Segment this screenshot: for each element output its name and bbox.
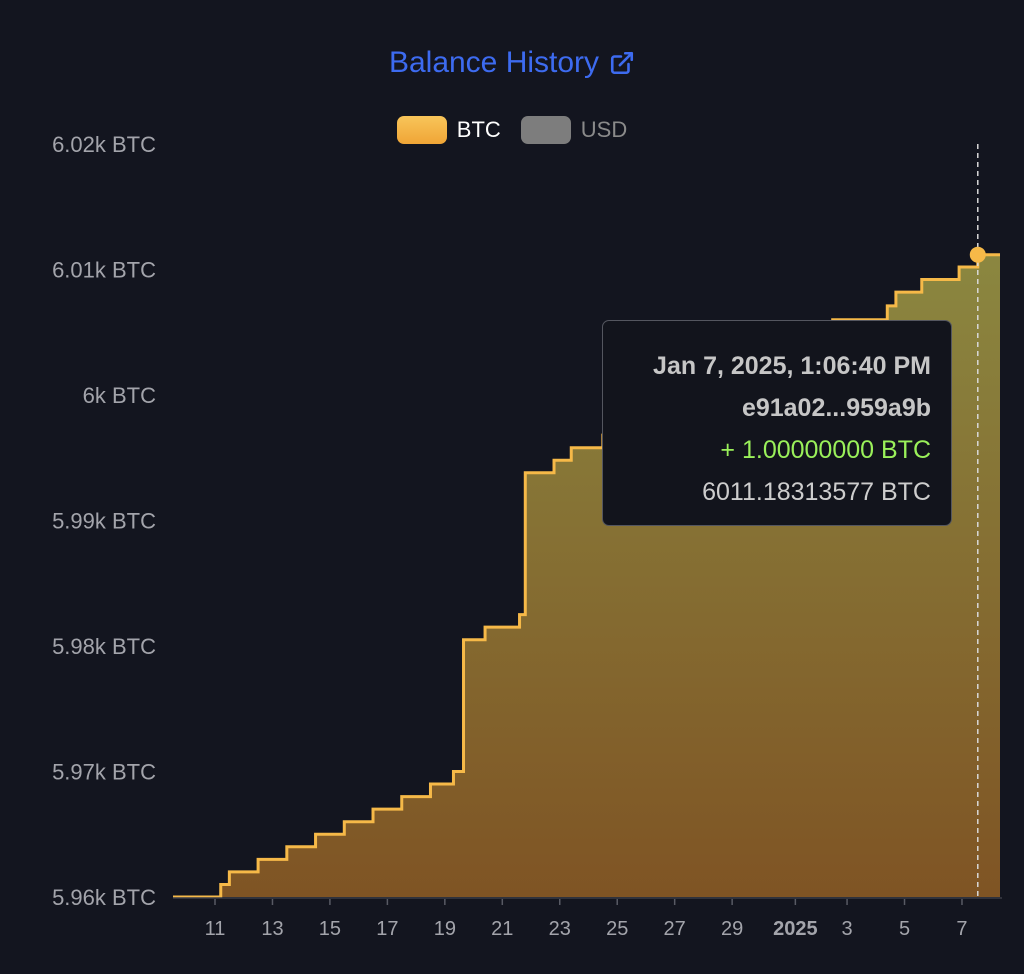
chart-tooltip: Jan 7, 2025, 1:06:40 PM e91a02...959a9b … <box>602 320 952 526</box>
x-tick-label: 25 <box>606 918 628 940</box>
y-axis: 5.96k BTC 5.97k BTC 5.98k BTC 5.99k BTC 6k B… <box>52 132 156 910</box>
legend-swatch-usd <box>520 116 571 144</box>
x-tick-label: 5 <box>899 918 910 940</box>
y-tick-label: 5.96k BTC <box>52 885 156 910</box>
legend-swatch-btc <box>396 116 447 144</box>
y-tick-label: 5.99k BTC <box>52 509 156 534</box>
x-axis: 11 13 15 17 19 21 23 25 27 29 2025 3 5 7 <box>173 897 1002 940</box>
tooltip-balance: 6011.18313577 BTC <box>702 478 931 506</box>
tooltip-delta: + 1.00000000 BTC <box>720 436 931 464</box>
x-tick-label: 2025 <box>773 918 818 940</box>
x-tick-label: 11 <box>205 918 226 940</box>
y-tick-label: 6.02k BTC <box>52 132 156 157</box>
btc-step-line <box>173 253 1000 899</box>
y-tick-label: 6k BTC <box>83 383 156 408</box>
legend-label-btc: BTC <box>456 117 501 142</box>
y-tick-label: 5.98k BTC <box>52 634 156 659</box>
y-tick-label: 5.97k BTC <box>52 760 156 785</box>
x-tick-label: 27 <box>664 918 686 940</box>
tooltip-tx-id: e91a02...959a9b <box>741 394 931 422</box>
chart-title-link[interactable]: Balance History <box>388 46 600 79</box>
external-link-icon[interactable] <box>609 50 635 76</box>
x-tick-label: 29 <box>721 918 743 940</box>
chart-header: Balance History <box>0 40 1024 86</box>
hover-marker <box>969 246 986 263</box>
x-tick-label: 7 <box>956 918 967 940</box>
legend-item-usd[interactable]: USD <box>520 116 628 144</box>
legend-item-btc[interactable]: BTC <box>396 116 501 144</box>
x-tick-label: 3 <box>841 918 852 940</box>
chart-legend: BTC USD <box>0 112 1024 148</box>
x-tick-label: 21 <box>491 918 513 940</box>
x-tick-label: 13 <box>261 918 283 940</box>
x-tick-label: 19 <box>434 918 456 940</box>
x-tick-label: 23 <box>549 918 571 940</box>
x-tick-label: 15 <box>319 918 341 940</box>
legend-label-usd: USD <box>580 117 628 142</box>
x-tick-label: 17 <box>376 918 398 940</box>
tooltip-date: Jan 7, 2025, 1:06:40 PM <box>653 352 931 380</box>
y-tick-label: 6.01k BTC <box>52 258 156 283</box>
